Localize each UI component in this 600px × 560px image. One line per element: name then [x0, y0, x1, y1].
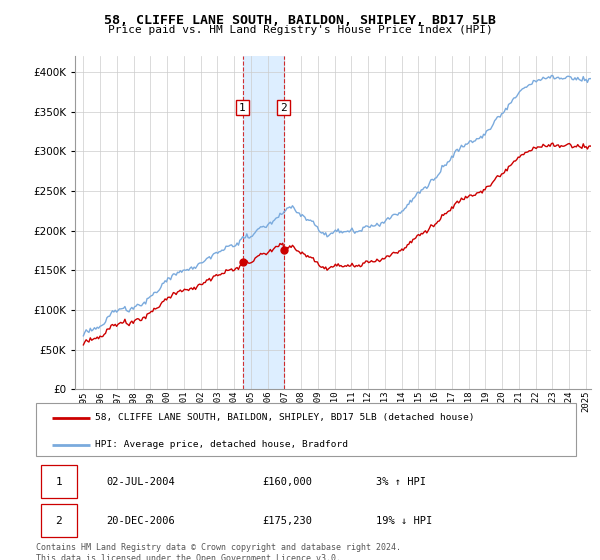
- Text: Price paid vs. HM Land Registry's House Price Index (HPI): Price paid vs. HM Land Registry's House …: [107, 25, 493, 35]
- Text: 1: 1: [56, 477, 62, 487]
- Text: £175,230: £175,230: [263, 516, 313, 526]
- FancyBboxPatch shape: [41, 505, 77, 537]
- Text: 3% ↑ HPI: 3% ↑ HPI: [376, 477, 426, 487]
- Text: Contains HM Land Registry data © Crown copyright and database right 2024.
This d: Contains HM Land Registry data © Crown c…: [36, 543, 401, 560]
- Bar: [242, 56, 284, 389]
- Text: 2: 2: [280, 102, 287, 113]
- Text: HPI: Average price, detached house, Bradford: HPI: Average price, detached house, Brad…: [95, 440, 349, 449]
- Text: 20-DEC-2006: 20-DEC-2006: [106, 516, 175, 526]
- Text: 2: 2: [56, 516, 62, 526]
- Text: 58, CLIFFE LANE SOUTH, BAILDON, SHIPLEY, BD17 5LB: 58, CLIFFE LANE SOUTH, BAILDON, SHIPLEY,…: [104, 14, 496, 27]
- Text: 19% ↓ HPI: 19% ↓ HPI: [376, 516, 433, 526]
- Text: 1: 1: [239, 102, 246, 113]
- FancyBboxPatch shape: [41, 465, 77, 498]
- Text: 58, CLIFFE LANE SOUTH, BAILDON, SHIPLEY, BD17 5LB (detached house): 58, CLIFFE LANE SOUTH, BAILDON, SHIPLEY,…: [95, 413, 475, 422]
- FancyBboxPatch shape: [36, 403, 576, 456]
- Text: 02-JUL-2004: 02-JUL-2004: [106, 477, 175, 487]
- Text: £160,000: £160,000: [263, 477, 313, 487]
